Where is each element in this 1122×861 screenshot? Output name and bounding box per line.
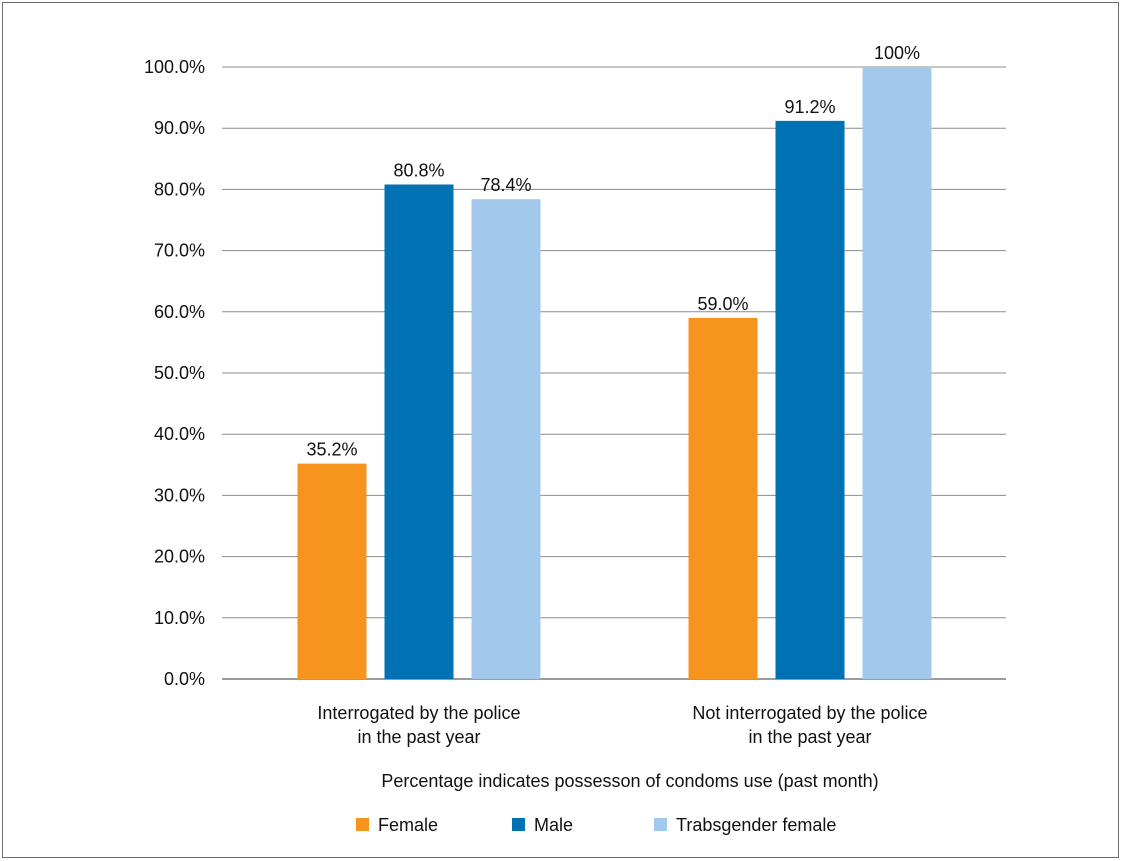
y-axis-tick-labels: 0.0% 10.0% 20.0% 30.0% 40.0% 50.0% 60.0% 70.0% 8… [144, 57, 205, 689]
y-tick-label: 100.0% [144, 57, 205, 77]
y-tick-label: 10.0% [154, 608, 205, 628]
legend-swatch [356, 818, 369, 831]
category-label-line: Not interrogated by the police [692, 703, 927, 723]
data-label: 35.2% [306, 440, 357, 460]
data-label: 59.0% [697, 294, 748, 314]
y-tick-label: 70.0% [154, 241, 205, 261]
y-tick-label: 50.0% [154, 363, 205, 383]
legend-swatch [512, 818, 525, 831]
data-label: 100% [874, 43, 920, 63]
bar-male [384, 184, 454, 679]
x-axis-title: Percentage indicates possesson of condom… [381, 771, 878, 791]
category-label: Not interrogated by the police in the pas… [692, 703, 927, 747]
category-label-line: Interrogated by the police [317, 703, 520, 723]
category-label-line: in the past year [357, 727, 480, 747]
category-label: Interrogated by the police in the past ye… [317, 703, 520, 747]
y-tick-label: 90.0% [154, 118, 205, 138]
y-tick-label: 20.0% [154, 547, 205, 567]
legend-swatch [654, 818, 667, 831]
legend-label: Male [534, 815, 573, 835]
legend: Female Male Trabsgender female [356, 815, 836, 835]
y-tick-label: 60.0% [154, 302, 205, 322]
y-tick-label: 0.0% [164, 669, 205, 689]
bar-female [688, 317, 758, 679]
data-label: 91.2% [784, 97, 835, 117]
data-label: 78.4% [480, 175, 531, 195]
category-labels: Interrogated by the police in the past ye… [317, 703, 927, 747]
bar-female [297, 463, 367, 679]
bars [297, 67, 932, 679]
bar-male [775, 120, 845, 679]
category-label-line: in the past year [748, 727, 871, 747]
bar-trabsgender-female [862, 67, 932, 679]
legend-label: Trabsgender female [676, 815, 836, 835]
y-tick-label: 40.0% [154, 424, 205, 444]
legend-label: Female [378, 815, 438, 835]
y-tick-label: 30.0% [154, 485, 205, 505]
y-tick-label: 80.0% [154, 179, 205, 199]
bar-trabsgender-female [471, 199, 541, 679]
data-label: 80.8% [393, 161, 444, 181]
data-labels: 35.2% 59.0% 80.8% 91.2% 78.4% 100% [306, 43, 920, 460]
